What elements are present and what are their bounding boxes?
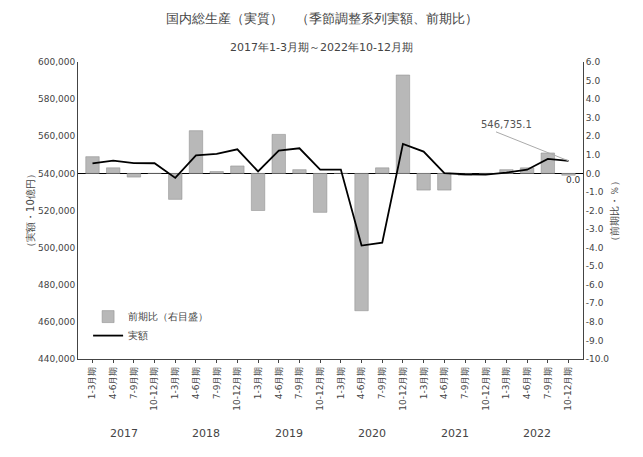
svg-text:600,000: 600,000 [38, 57, 75, 67]
svg-text:10-12月期: 10-12月期 [481, 367, 491, 411]
svg-text:4-6月期: 4-6月期 [439, 367, 449, 400]
svg-text:-8.0: -8.0 [586, 317, 604, 327]
svg-text:-3.0: -3.0 [586, 224, 604, 234]
svg-text:-5.0: -5.0 [586, 261, 604, 271]
svg-text:1-3月期: 1-3月期 [336, 367, 346, 400]
svg-text:4-6月期: 4-6月期 [522, 367, 532, 400]
svg-text:7-9月期: 7-9月期 [460, 367, 470, 400]
svg-text:10-12月期: 10-12月期 [398, 367, 408, 411]
svg-text:460,000: 460,000 [38, 317, 75, 327]
svg-text:1.0: 1.0 [586, 150, 601, 160]
svg-text:10-12月期: 10-12月期 [150, 367, 160, 411]
svg-text:10-12月期: 10-12月期 [232, 367, 242, 411]
svg-text:2017: 2017 [110, 427, 138, 440]
svg-text:4-6月期: 4-6月期 [108, 367, 118, 400]
svg-text:-10.0: -10.0 [586, 354, 610, 364]
svg-text:1-3月期: 1-3月期 [87, 367, 97, 400]
svg-text:1-3月期: 1-3月期 [170, 367, 180, 400]
svg-text:2019: 2019 [275, 427, 303, 440]
svg-text:540,000: 540,000 [38, 169, 75, 179]
svg-text:2020: 2020 [358, 427, 386, 440]
svg-text:5.0: 5.0 [586, 76, 601, 86]
svg-text:4-6月期: 4-6月期 [356, 367, 366, 400]
svg-text:7-9月期: 7-9月期 [294, 367, 304, 400]
svg-text:7-9月期: 7-9月期 [543, 367, 553, 400]
svg-text:2022: 2022 [523, 427, 551, 440]
svg-text:2017年1-3月期～2022年10-12月期: 2017年1-3月期～2022年10-12月期 [230, 41, 413, 54]
svg-text:0.0: 0.0 [586, 169, 601, 179]
svg-text:6.0: 6.0 [586, 57, 601, 67]
svg-text:4.0: 4.0 [586, 94, 601, 104]
svg-text:1-3月期: 1-3月期 [253, 367, 263, 400]
svg-text:（前期比・％）: （前期比・％） [609, 176, 620, 246]
svg-text:480,000: 480,000 [38, 280, 75, 290]
svg-text:7-9月期: 7-9月期 [129, 367, 139, 400]
svg-text:580,000: 580,000 [38, 94, 75, 104]
svg-text:-2.0: -2.0 [586, 206, 604, 216]
svg-text:546,735.1: 546,735.1 [481, 119, 532, 130]
svg-text:2021: 2021 [441, 427, 469, 440]
svg-text:1-3月期: 1-3月期 [501, 367, 511, 400]
svg-text:-9.0: -9.0 [586, 336, 604, 346]
svg-text:実額: 実額 [128, 330, 148, 341]
svg-text:10-12月期: 10-12月期 [563, 367, 573, 411]
svg-text:国内総生産（実質） （季節調整系列実額、前期比）: 国内総生産（実質） （季節調整系列実額、前期比） [166, 11, 478, 26]
svg-text:-4.0: -4.0 [586, 243, 604, 253]
svg-text:7-9月期: 7-9月期 [377, 367, 387, 400]
svg-text:-1.0: -1.0 [586, 187, 604, 197]
svg-text:（実額・10億円）: （実額・10億円） [25, 169, 36, 252]
svg-text:560,000: 560,000 [38, 131, 75, 141]
svg-text:7-9月期: 7-9月期 [212, 367, 222, 400]
svg-text:-6.0: -6.0 [586, 280, 604, 290]
svg-text:3.0: 3.0 [586, 113, 601, 123]
svg-text:2.0: 2.0 [586, 131, 601, 141]
svg-text:10-12月期: 10-12月期 [315, 367, 325, 411]
svg-text:4-6月期: 4-6月期 [274, 367, 284, 400]
svg-text:520,000: 520,000 [38, 206, 75, 216]
svg-text:4-6月期: 4-6月期 [191, 367, 201, 400]
svg-text:500,000: 500,000 [38, 243, 75, 253]
svg-text:1-3月期: 1-3月期 [419, 367, 429, 400]
svg-text:前期比（右目盛）: 前期比（右目盛） [128, 311, 208, 322]
svg-text:2018: 2018 [192, 427, 220, 440]
svg-text:0.0: 0.0 [566, 175, 581, 185]
svg-text:-7.0: -7.0 [586, 298, 604, 308]
svg-text:440,000: 440,000 [38, 354, 75, 364]
